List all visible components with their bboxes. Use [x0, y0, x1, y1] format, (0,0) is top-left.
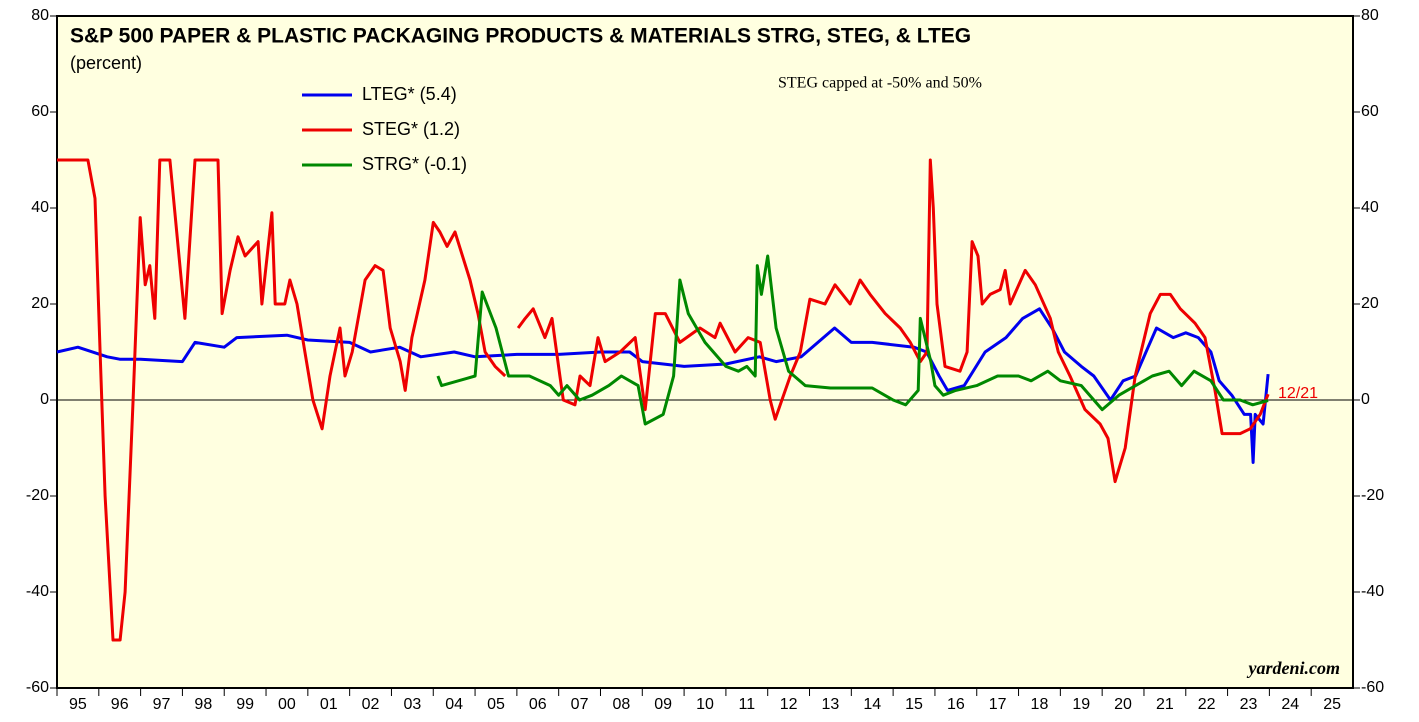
- y2-tick-label: 20: [1361, 295, 1379, 312]
- x-tick-label: 21: [1156, 696, 1174, 713]
- x-tick-label: 18: [1031, 696, 1049, 713]
- x-tick-label: 13: [822, 696, 840, 713]
- y-tick-label: -40: [26, 583, 49, 600]
- x-tick-label: 07: [571, 696, 589, 713]
- x-tick-label: 10: [696, 696, 714, 713]
- legend-label: STRG* (-0.1): [362, 154, 467, 174]
- y-tick-label: 20: [31, 295, 49, 312]
- x-tick-label: 23: [1240, 696, 1258, 713]
- source: yardeni.com: [1247, 658, 1341, 678]
- x-tick-label: 05: [487, 696, 505, 713]
- y-tick-label: 0: [40, 391, 49, 408]
- x-tick-label: 19: [1072, 696, 1090, 713]
- series-line: [436, 254, 1269, 426]
- end-label: 12/21: [1278, 385, 1318, 402]
- y-tick-label: -60: [26, 679, 49, 696]
- y-tick-label: 80: [31, 7, 49, 24]
- x-tick-label: 97: [153, 696, 171, 713]
- y2-tick-label: 0: [1361, 391, 1370, 408]
- y-tick-label: 40: [31, 199, 49, 216]
- legend-label: STEG* (1.2): [362, 119, 460, 139]
- x-tick-label: 14: [863, 696, 881, 713]
- y2-tick-label: 60: [1361, 103, 1379, 120]
- legend-label: LTEG* (5.4): [362, 84, 457, 104]
- y-tick-label: -20: [26, 487, 49, 504]
- x-tick-label: 12: [780, 696, 798, 713]
- y2-tick-label: -60: [1361, 679, 1384, 696]
- x-tick-label: 22: [1198, 696, 1216, 713]
- y-tick-label: 60: [31, 103, 49, 120]
- x-tick-label: 06: [529, 696, 547, 713]
- series-line: [516, 158, 1270, 484]
- x-tick-label: 24: [1281, 696, 1299, 713]
- x-tick-label: 17: [989, 696, 1007, 713]
- x-tick-label: 11: [739, 696, 756, 713]
- plot-area: [56, 15, 1354, 689]
- x-tick-label: 01: [320, 696, 338, 713]
- y2-tick-label: -20: [1361, 487, 1384, 504]
- chart-title: S&P 500 PAPER & PLASTIC PACKAGING PRODUC…: [70, 25, 971, 48]
- x-tick-label: 16: [947, 696, 965, 713]
- series-line: [57, 158, 507, 642]
- annotation: STEG capped at -50% and 50%: [778, 75, 982, 92]
- x-tick-label: 02: [362, 696, 380, 713]
- x-tick-label: 98: [194, 696, 212, 713]
- y2-tick-label: -40: [1361, 583, 1384, 600]
- chart-subtitle: (percent): [70, 53, 142, 73]
- y2-tick-label: 80: [1361, 7, 1379, 24]
- x-tick-label: 95: [69, 696, 87, 713]
- x-tick-label: 04: [445, 696, 463, 713]
- x-tick-label: 25: [1323, 696, 1341, 713]
- x-tick-label: 03: [403, 696, 421, 713]
- x-tick-label: 99: [236, 696, 254, 713]
- x-tick-label: 00: [278, 696, 296, 713]
- x-tick-label: 20: [1114, 696, 1132, 713]
- x-tick-label: 08: [612, 696, 630, 713]
- x-tick-label: 15: [905, 696, 923, 713]
- series-line: [56, 307, 1270, 464]
- y2-tick-label: 40: [1361, 199, 1379, 216]
- x-tick-label: 96: [111, 696, 129, 713]
- x-tick-label: 09: [654, 696, 672, 713]
